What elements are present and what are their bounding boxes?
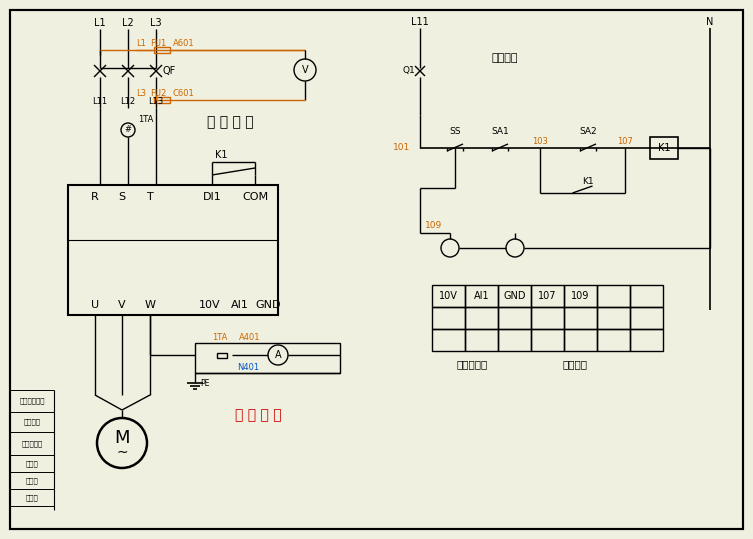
- Text: 本地远程: 本地远程: [492, 53, 518, 63]
- Bar: [597, 329, 630, 351]
- Text: 图　名: 图 名: [26, 460, 38, 467]
- Text: L11: L11: [93, 98, 108, 107]
- Text: K1: K1: [215, 150, 227, 160]
- Text: K1: K1: [581, 176, 593, 185]
- Text: AI1: AI1: [231, 300, 249, 310]
- Bar: [630, 329, 663, 351]
- Bar: [531, 329, 564, 351]
- Bar: [650, 137, 678, 159]
- Bar: [531, 307, 564, 329]
- Bar: [564, 285, 597, 307]
- Bar: [195, 343, 340, 373]
- Bar: [597, 307, 630, 329]
- Bar: [465, 329, 498, 351]
- Text: 远传压力表: 远传压力表: [456, 359, 488, 369]
- Text: DI1: DI1: [203, 192, 221, 202]
- Text: R: R: [91, 192, 99, 202]
- Bar: [564, 329, 597, 351]
- Bar: [630, 285, 663, 307]
- Text: N: N: [706, 17, 714, 27]
- Text: COM: COM: [242, 192, 268, 202]
- Bar: [432, 329, 465, 351]
- Bar: [498, 329, 531, 351]
- Text: A401: A401: [239, 333, 261, 342]
- Bar: [154, 47, 170, 53]
- Text: A: A: [275, 350, 282, 360]
- Text: 10V: 10V: [200, 300, 221, 310]
- Text: K1: K1: [658, 143, 670, 153]
- Bar: [154, 97, 170, 103]
- Text: L3: L3: [136, 88, 146, 98]
- Text: 107: 107: [617, 136, 633, 146]
- Text: 图　号: 图 号: [26, 477, 38, 484]
- Text: FU1: FU1: [150, 38, 166, 47]
- Text: L3: L3: [150, 18, 162, 28]
- Text: 109: 109: [572, 291, 590, 301]
- Text: FU2: FU2: [150, 88, 166, 98]
- Text: 107: 107: [538, 291, 556, 301]
- Bar: [465, 285, 498, 307]
- Text: L11: L11: [411, 17, 429, 27]
- Text: N401: N401: [237, 363, 259, 372]
- Text: 103: 103: [532, 136, 548, 146]
- Text: L1: L1: [136, 39, 146, 49]
- Bar: [564, 307, 597, 329]
- Text: 图　号: 图 号: [26, 494, 38, 501]
- Text: #: #: [124, 126, 132, 135]
- Bar: [465, 307, 498, 329]
- Bar: [432, 307, 465, 329]
- Text: L13: L13: [148, 98, 163, 107]
- Text: L2: L2: [122, 18, 134, 28]
- Text: AI1: AI1: [474, 291, 489, 301]
- Text: SA2: SA2: [579, 127, 597, 135]
- Text: A601: A601: [173, 38, 194, 47]
- Text: ∼: ∼: [116, 445, 128, 459]
- Text: V: V: [302, 65, 308, 75]
- Text: M: M: [114, 429, 130, 447]
- Text: 1TA: 1TA: [138, 114, 154, 123]
- Text: PE: PE: [200, 378, 209, 388]
- Text: T: T: [147, 192, 154, 202]
- Text: 电机水温主令: 电机水温主令: [20, 398, 44, 404]
- Text: Q1: Q1: [402, 66, 415, 75]
- Text: U: U: [91, 300, 99, 310]
- Text: L1: L1: [94, 18, 106, 28]
- Text: L12: L12: [120, 98, 136, 107]
- Text: C601: C601: [173, 88, 195, 98]
- Text: W: W: [145, 300, 156, 310]
- Bar: [217, 353, 227, 357]
- Text: GND: GND: [255, 300, 281, 310]
- Bar: [432, 285, 465, 307]
- Text: 远程启停: 远程启停: [562, 359, 587, 369]
- Text: 电 流 测 量: 电 流 测 量: [235, 408, 282, 422]
- Bar: [498, 285, 531, 307]
- Bar: [498, 307, 531, 329]
- Text: 计算机文件: 计算机文件: [21, 440, 43, 447]
- Text: 1TA: 1TA: [212, 333, 227, 342]
- Text: SS: SS: [450, 127, 461, 135]
- Text: GND: GND: [503, 291, 526, 301]
- Text: V: V: [118, 300, 126, 310]
- Text: 109: 109: [425, 222, 442, 231]
- Bar: [68, 185, 278, 315]
- Text: 电 压 测 量: 电 压 测 量: [206, 115, 253, 129]
- Text: 变速主令: 变速主令: [23, 419, 41, 425]
- Bar: [597, 285, 630, 307]
- Bar: [531, 285, 564, 307]
- Text: S: S: [118, 192, 126, 202]
- Text: 101: 101: [393, 143, 410, 153]
- Text: 10V: 10V: [439, 291, 458, 301]
- Bar: [630, 307, 663, 329]
- Text: QF: QF: [163, 66, 176, 76]
- Text: SA1: SA1: [491, 127, 509, 135]
